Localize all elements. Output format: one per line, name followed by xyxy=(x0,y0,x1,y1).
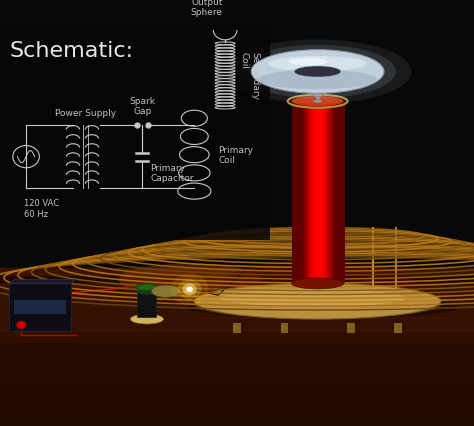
Ellipse shape xyxy=(130,314,164,324)
Bar xyxy=(310,102,311,284)
Text: Primary
Coil: Primary Coil xyxy=(218,146,253,165)
Bar xyxy=(344,102,346,284)
Ellipse shape xyxy=(312,95,323,98)
Ellipse shape xyxy=(312,83,323,86)
Circle shape xyxy=(188,288,191,291)
Ellipse shape xyxy=(268,57,367,72)
Text: Output
Sphere: Output Sphere xyxy=(191,0,223,17)
Bar xyxy=(317,102,319,284)
Ellipse shape xyxy=(288,59,328,66)
Bar xyxy=(0,31,270,240)
Bar xyxy=(304,102,306,284)
Bar xyxy=(137,292,156,317)
Bar xyxy=(292,102,293,284)
Text: 120 VAC
60 Hz: 120 VAC 60 Hz xyxy=(24,199,59,218)
Bar xyxy=(0,319,474,331)
Bar xyxy=(333,102,335,284)
Bar xyxy=(311,102,313,284)
Bar xyxy=(293,102,295,284)
Bar xyxy=(0,366,474,379)
Ellipse shape xyxy=(294,67,341,78)
Bar xyxy=(308,102,310,284)
Bar xyxy=(394,323,402,333)
Bar xyxy=(347,323,355,333)
Bar xyxy=(320,102,322,284)
Bar xyxy=(281,323,288,333)
Bar xyxy=(328,102,329,284)
Ellipse shape xyxy=(292,278,344,289)
Bar xyxy=(14,300,66,314)
Ellipse shape xyxy=(312,89,323,92)
Bar xyxy=(301,102,302,284)
Circle shape xyxy=(171,274,209,305)
Circle shape xyxy=(182,284,197,296)
Bar xyxy=(0,354,474,367)
Bar xyxy=(322,102,324,284)
Bar xyxy=(302,102,304,284)
Text: Schematic:: Schematic: xyxy=(9,41,134,60)
Ellipse shape xyxy=(251,51,384,94)
Ellipse shape xyxy=(194,292,441,319)
Ellipse shape xyxy=(258,70,377,90)
Bar xyxy=(0,402,474,414)
Ellipse shape xyxy=(223,260,412,308)
Bar xyxy=(297,102,299,284)
Bar xyxy=(329,102,331,284)
Bar xyxy=(342,102,344,284)
Bar xyxy=(0,283,474,296)
Bar xyxy=(0,414,474,426)
Ellipse shape xyxy=(255,51,380,94)
Bar xyxy=(340,102,342,284)
Bar xyxy=(299,102,301,284)
Ellipse shape xyxy=(224,40,411,104)
Ellipse shape xyxy=(312,77,323,80)
Bar xyxy=(313,102,315,284)
Polygon shape xyxy=(0,276,474,426)
Text: Primary
Capacitor: Primary Capacitor xyxy=(151,163,194,183)
Bar xyxy=(324,102,326,284)
Bar xyxy=(233,323,241,333)
Bar xyxy=(331,102,333,284)
Ellipse shape xyxy=(152,286,180,298)
Bar xyxy=(315,102,317,284)
Bar xyxy=(9,284,71,331)
Bar xyxy=(306,102,308,284)
Bar xyxy=(326,102,328,284)
Polygon shape xyxy=(9,280,76,284)
Ellipse shape xyxy=(292,97,344,107)
Ellipse shape xyxy=(187,296,458,319)
Bar xyxy=(0,295,474,308)
Text: Power Supply: Power Supply xyxy=(55,109,116,118)
Bar xyxy=(338,102,340,284)
Bar xyxy=(295,102,297,284)
Bar xyxy=(0,390,474,402)
Bar xyxy=(0,331,474,343)
Text: Spark
Gap: Spark Gap xyxy=(129,96,155,116)
Bar xyxy=(337,102,338,284)
Ellipse shape xyxy=(137,289,156,295)
Circle shape xyxy=(17,321,26,329)
Text: Secondary
Coil: Secondary Coil xyxy=(240,52,259,100)
Bar xyxy=(0,378,474,391)
Ellipse shape xyxy=(194,284,441,320)
Circle shape xyxy=(186,287,193,292)
Ellipse shape xyxy=(220,290,405,307)
Ellipse shape xyxy=(137,284,157,291)
Bar xyxy=(319,102,320,284)
Bar xyxy=(0,343,474,355)
Bar xyxy=(335,102,337,284)
Ellipse shape xyxy=(312,101,323,103)
Bar xyxy=(0,307,474,320)
Ellipse shape xyxy=(239,46,396,99)
Ellipse shape xyxy=(118,264,261,296)
Circle shape xyxy=(178,280,201,299)
